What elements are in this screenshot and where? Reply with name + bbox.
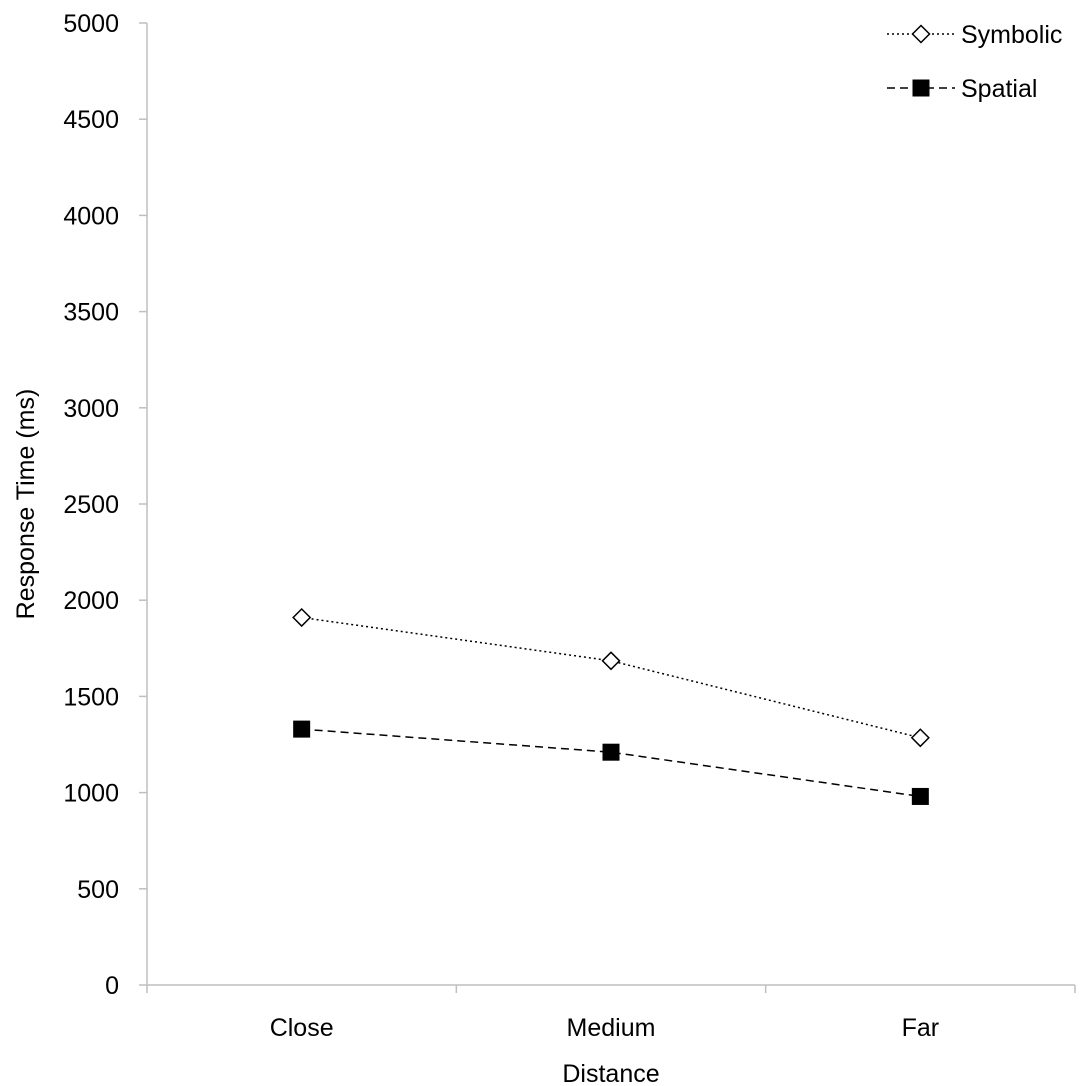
x-tick-label: Close xyxy=(270,1014,334,1042)
y-tick-label: 500 xyxy=(77,876,119,904)
series-line-spatial xyxy=(301,728,921,798)
y-tick-label: 3000 xyxy=(63,395,119,423)
y-axis-title: Response Time (ms) xyxy=(12,389,40,620)
legend-label-symbolic: Symbolic xyxy=(961,21,1062,49)
y-tick-label: 1500 xyxy=(63,683,119,711)
data-point-spatial xyxy=(293,720,311,738)
data-point-symbolic xyxy=(292,607,312,628)
legend-marker-spatial xyxy=(912,79,930,97)
series-spatial xyxy=(293,720,929,805)
data-point-symbolic xyxy=(910,728,930,748)
y-tick-label: 3500 xyxy=(63,299,119,327)
series-layer xyxy=(292,607,930,805)
y-tick-label: 4500 xyxy=(63,106,119,134)
x-tick-label: Far xyxy=(902,1014,940,1042)
x-tick-label: Medium xyxy=(567,1014,656,1042)
legend-item-symbolic: Symbolic xyxy=(887,21,1062,49)
y-tick-label: 5000 xyxy=(63,10,119,38)
axes xyxy=(146,23,1075,986)
data-point-spatial xyxy=(911,787,929,805)
y-tick-label: 2000 xyxy=(63,587,119,615)
series-line-symbolic xyxy=(301,616,921,739)
y-tick-label: 1000 xyxy=(63,780,119,808)
y-ticks: 0 500 1000 1500 2000 2500 3000 3500 4000 4500 5000 xyxy=(63,10,147,1000)
legend-item-spatial: Spatial xyxy=(887,75,1037,103)
y-tick-label: 2500 xyxy=(63,491,119,519)
legend-marker-symbolic xyxy=(911,24,931,44)
legend-label-spatial: Spatial xyxy=(961,75,1037,103)
x-axis-title: Distance xyxy=(562,1060,659,1086)
x-ticks: Close Medium Far xyxy=(146,985,1076,1042)
data-point-spatial xyxy=(602,743,620,761)
data-point-symbolic xyxy=(601,651,621,671)
series-symbolic xyxy=(292,607,930,748)
y-tick-label: 4000 xyxy=(63,202,119,230)
y-tick-label: 0 xyxy=(105,972,119,1000)
legend: Symbolic Spatial xyxy=(887,21,1062,103)
